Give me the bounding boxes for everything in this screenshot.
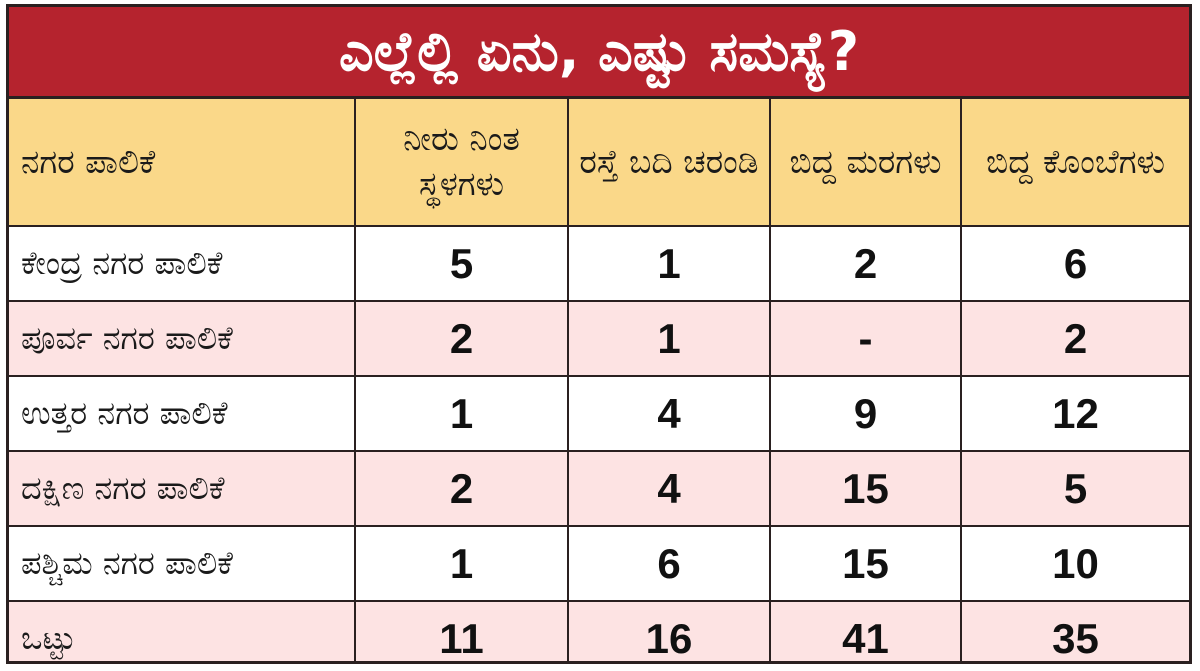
cell-value: 10 (960, 525, 1189, 602)
total-value: 41 (769, 600, 962, 661)
column-header-roadside-drains: ರಸ್ತೆ ಬದಿ ಚರಂಡಿ (567, 99, 771, 227)
cell-value: 4 (567, 450, 771, 527)
row-label: ಪೂರ್ವ ನಗರ ಪಾಲಿಕೆ (9, 300, 356, 377)
row-label: ಪಶ್ಚಿಮ ನಗರ ಪಾಲಿಕೆ (9, 525, 356, 602)
row-label: ಉತ್ತರ ನಗರ ಪಾಲಿಕೆ (9, 375, 356, 452)
cell-value: 2 (769, 225, 962, 302)
column-header-fallen-branches: ಬಿದ್ದ ಕೊಂಬೆಗಳು (960, 99, 1189, 227)
table-row: ಉತ್ತರ ನಗರ ಪಾಲಿಕೆ 1 4 9 12 (9, 375, 1189, 452)
total-value: 35 (960, 600, 1189, 661)
cell-value: 4 (567, 375, 771, 452)
table-row: ಕೇಂದ್ರ ನಗರ ಪಾಲಿಕೆ 5 1 2 6 (9, 225, 1189, 302)
cell-value: 15 (769, 450, 962, 527)
cell-value: 6 (960, 225, 1189, 302)
cell-value: 5 (354, 225, 569, 302)
row-label: ದಕ್ಷಿಣ ನಗರ ಪಾಲಿಕೆ (9, 450, 356, 527)
table-row: ಪೂರ್ವ ನಗರ ಪಾಲಿಕೆ 2 1 - 2 (9, 300, 1189, 377)
cell-value: 15 (769, 525, 962, 602)
cell-value: - (769, 300, 962, 377)
cell-value: 1 (567, 225, 771, 302)
column-header-waterlogged-spots: ನೀರು ನಿಂತ ಸ್ಥಳಗಳು (354, 99, 569, 227)
total-row: ಒಟ್ಟು 11 16 41 35 (9, 600, 1189, 661)
table-row: ದಕ್ಷಿಣ ನಗರ ಪಾಲಿಕೆ 2 4 15 5 (9, 450, 1189, 527)
cell-value: 2 (960, 300, 1189, 377)
header-row: ನಗರ ಪಾಲಿಕೆ ನೀರು ನಿಂತ ಸ್ಥಳಗಳು ರಸ್ತೆ ಬದಿ ಚ… (9, 99, 1189, 227)
table-frame: ಎಲ್ಲೆಲ್ಲಿ ಏನು, ಎಷ್ಟು ಸಮಸ್ಯೆ? ನಗರ ಪಾಲಿಕೆ … (6, 4, 1192, 664)
table-title: ಎಲ್ಲೆಲ್ಲಿ ಏನು, ಎಷ್ಟು ಸಮಸ್ಯೆ? (9, 7, 1189, 99)
cell-value: 1 (567, 300, 771, 377)
table-row: ಪಶ್ಚಿಮ ನಗರ ಪಾಲಿಕೆ 1 6 15 10 (9, 525, 1189, 602)
total-value: 11 (354, 600, 569, 661)
cell-value: 1 (354, 525, 569, 602)
cell-value: 2 (354, 450, 569, 527)
row-label: ಕೇಂದ್ರ ನಗರ ಪಾಲಿಕೆ (9, 225, 356, 302)
cell-value: 12 (960, 375, 1189, 452)
cell-value: 6 (567, 525, 771, 602)
total-value: 16 (567, 600, 771, 661)
total-label: ಒಟ್ಟು (9, 600, 356, 661)
cell-value: 2 (354, 300, 569, 377)
data-table: ನಗರ ಪಾಲಿಕೆ ನೀರು ನಿಂತ ಸ್ಥಳಗಳು ರಸ್ತೆ ಬದಿ ಚ… (9, 99, 1189, 661)
cell-value: 9 (769, 375, 962, 452)
cell-value: 1 (354, 375, 569, 452)
cell-value: 5 (960, 450, 1189, 527)
column-header-corporation: ನಗರ ಪಾಲಿಕೆ (9, 99, 356, 227)
column-header-fallen-trees: ಬಿದ್ದ ಮರಗಳು (769, 99, 962, 227)
